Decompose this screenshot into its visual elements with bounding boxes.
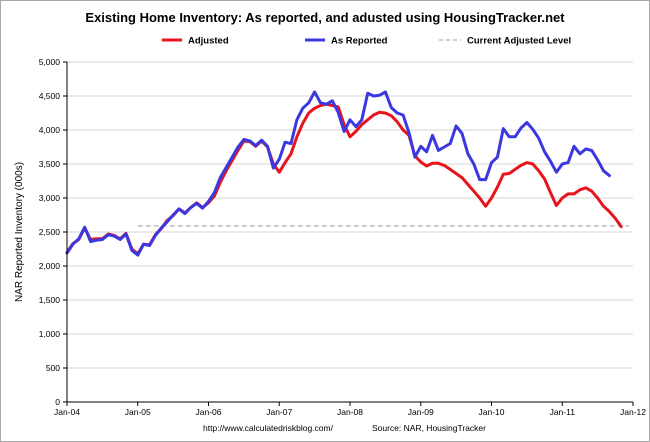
y-tick-label: 4,000	[39, 125, 61, 135]
footer-url: http://www.calculatedriskblog.com/	[203, 423, 334, 433]
y-tick-label: 500	[46, 363, 60, 373]
x-tick-label: Jan-09	[408, 407, 434, 417]
gridlines	[67, 61, 633, 369]
x-tick-label: Jan-11	[550, 407, 576, 417]
legend-label: As Reported	[331, 36, 388, 47]
y-axis-label: NAR Reported Inventory (000s)	[14, 162, 25, 302]
x-axis-ticks: Jan-04 Jan-05 Jan-06 Jan-07 Jan-08 Jan-09 Jan-…	[54, 402, 646, 417]
x-tick-label: Jan-12	[620, 407, 646, 417]
y-tick-label: 0	[55, 397, 60, 407]
series-lines	[65, 90, 623, 257]
legend-label: Current Adjusted Level	[467, 36, 571, 47]
y-tick-label: 4,500	[39, 91, 61, 101]
y-tick-label: 1,500	[39, 295, 61, 305]
y-tick-label: 2,000	[39, 261, 61, 271]
y-tick-label: 1,000	[39, 329, 61, 339]
series-as-reported	[65, 90, 611, 257]
x-tick-label: Jan-10	[479, 407, 505, 417]
chart-title: Existing Home Inventory: As reported, an…	[85, 10, 565, 25]
y-tick-label: 5,000	[39, 57, 61, 67]
x-tick-label: Jan-05	[125, 407, 151, 417]
legend: Adjusted As Reported Current Adjusted Leve…	[162, 36, 571, 47]
x-tick-label: Jan-04	[54, 407, 80, 417]
y-tick-label: 3,000	[39, 193, 61, 203]
x-tick-label: Jan-08	[337, 407, 363, 417]
footer-source: Source: NAR, HousingTracker	[372, 423, 486, 433]
legend-label: Adjusted	[188, 36, 229, 47]
y-tick-label: 3,500	[39, 159, 61, 169]
x-tick-label: Jan-07	[266, 407, 292, 417]
x-tick-label: Jan-06	[196, 407, 222, 417]
y-tick-label: 2,500	[39, 227, 61, 237]
y-axis-ticks: 0 500 1,000 1,500 2,000 2,500 3,000 3,500 4,000 4…	[39, 57, 67, 407]
